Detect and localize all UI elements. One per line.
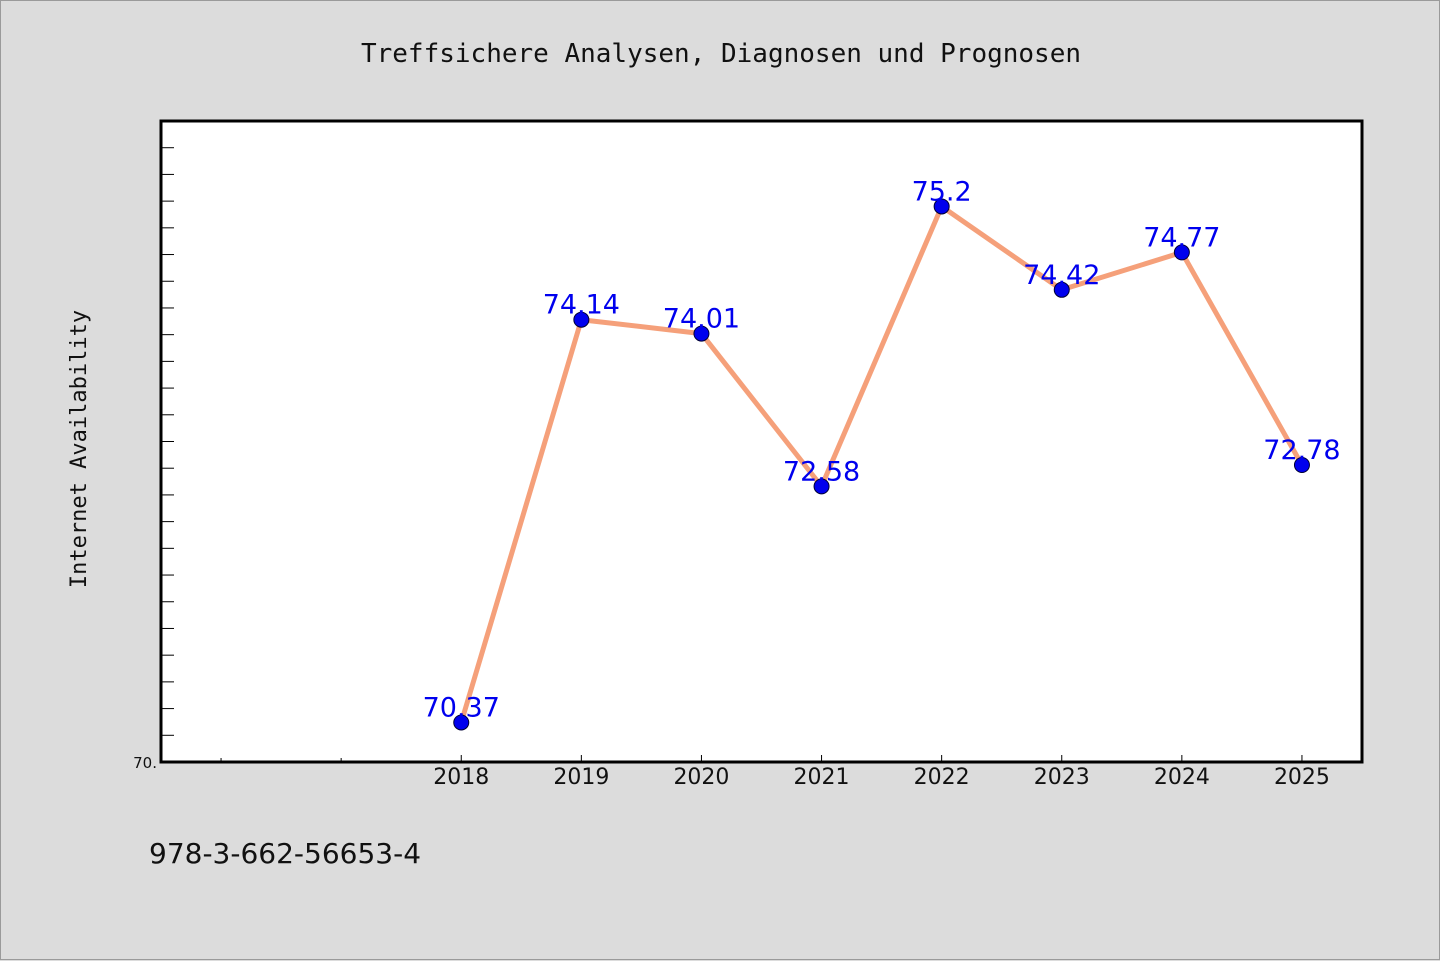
- series-line-group: [458, 203, 1305, 725]
- data-point: [693, 325, 710, 342]
- x-tick-label: 2018: [433, 765, 489, 790]
- x-tick-label: 2023: [1034, 765, 1090, 790]
- y-tick-label: 70.: [133, 754, 157, 772]
- data-markers: [453, 198, 1310, 731]
- x-tick-label: 2021: [794, 765, 850, 790]
- y-axis-ticks: 70.: [133, 147, 174, 772]
- x-tick-label: 2020: [673, 765, 729, 790]
- data-point: [933, 198, 950, 215]
- series-line: [458, 203, 1305, 725]
- data-label: 74.14: [543, 290, 620, 321]
- data-point: [1293, 457, 1310, 474]
- x-tick-label: 2022: [914, 765, 970, 790]
- plot-border: [159, 119, 1364, 764]
- data-label: 72.58: [783, 456, 860, 487]
- isbn-note: 978-3-662-56653-4: [149, 837, 421, 870]
- data-label: 70.37: [423, 692, 500, 723]
- x-tick-label: 2024: [1154, 765, 1210, 790]
- data-label: 74.77: [1143, 222, 1220, 253]
- data-point: [1173, 244, 1190, 261]
- chart-title: Treffsichere Analysen, Diagnosen und Pro…: [361, 39, 1081, 69]
- data-point: [573, 311, 590, 328]
- data-label: 72.78: [1263, 435, 1340, 466]
- plot-area: [161, 121, 1362, 762]
- y-axis-label: Internet Availability: [67, 310, 92, 588]
- x-tick-label: 2019: [553, 765, 609, 790]
- x-axis-ticks: 2018 2019 2020 2021 2022 2023 2024 2025: [220, 755, 1330, 790]
- x-tick-label: 2025: [1274, 765, 1330, 790]
- data-label: 74.42: [1023, 260, 1100, 291]
- data-label: 74.01: [663, 304, 740, 335]
- data-point: [1053, 281, 1070, 298]
- data-labels: 70.37 74.14 74.01 72.58 75.2 74.42 74.77 72.78: [423, 176, 1341, 723]
- data-point: [453, 714, 470, 731]
- data-point: [813, 478, 830, 495]
- data-label: 75.2: [912, 176, 972, 207]
